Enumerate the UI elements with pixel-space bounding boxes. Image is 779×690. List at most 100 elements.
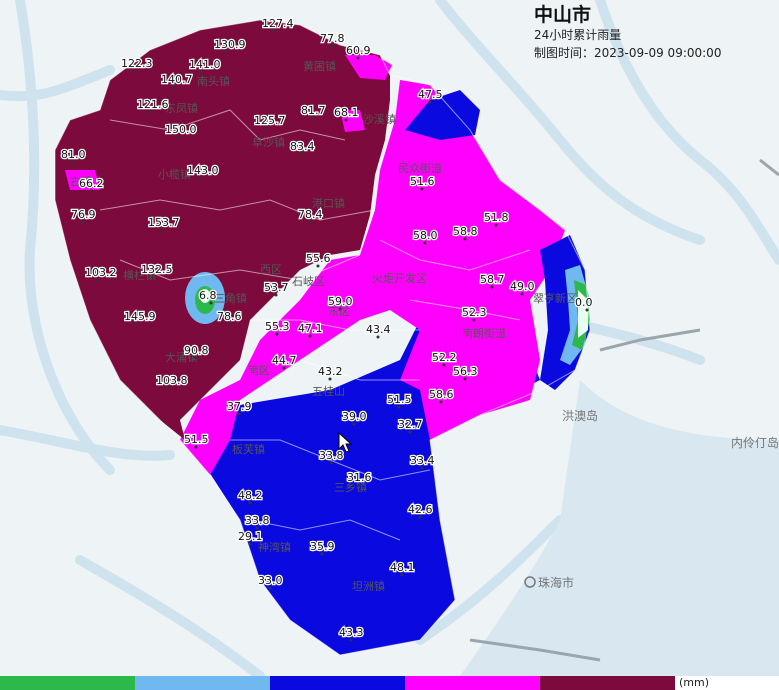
station-dot-icon [400,573,404,577]
station-value: 33.0 [258,574,283,587]
rain-station[interactable]: 43.4 [365,322,392,339]
rain-station[interactable]: 47.5 [417,87,444,104]
rain-station[interactable]: 6.8 [198,288,218,305]
rain-station[interactable]: 127.4 [261,16,295,33]
rain-station[interactable]: 47.1 [297,321,324,338]
rain-station[interactable]: 51.8 [483,210,510,227]
rain-station[interactable]: 49.0 [509,279,536,296]
rain-station[interactable]: 150.0 [164,122,198,139]
region-magenta-w [65,170,100,190]
station-value: 81.0 [61,148,86,161]
rain-station[interactable]: 58.8 [452,224,479,241]
rain-station[interactable]: 35.9 [309,539,336,556]
rain-station[interactable]: 37.9 [226,399,253,416]
mouse-cursor-icon [338,432,352,453]
rain-station[interactable]: 33.8 [318,448,345,465]
station-value: 48.1 [390,561,415,574]
station-value: 76.9 [71,208,96,221]
station-dot-icon [408,430,412,434]
rain-station[interactable]: 145.9 [123,309,157,326]
rain-station[interactable]: 83.4 [289,139,316,156]
rain-station[interactable]: 78.4 [297,207,324,224]
rain-station[interactable]: 121.6 [136,97,170,114]
station-value: 150.0 [165,123,197,136]
rain-station[interactable]: 51.5 [183,432,210,449]
station-value: 121.6 [137,98,169,111]
rain-station[interactable]: 143.0 [186,163,220,180]
rain-station[interactable]: 77.8 [319,31,346,48]
town-label: 横栏镇 [123,268,156,282]
rain-station[interactable]: 48.1 [389,560,416,577]
station-value: 43.4 [366,323,391,336]
station-dot-icon [134,322,138,326]
rain-station[interactable]: 141.0 [188,57,222,74]
rain-station[interactable]: 153.7 [147,215,181,232]
rain-station[interactable]: 81.0 [60,147,87,164]
rain-station[interactable]: 66.2 [78,176,105,193]
rain-station[interactable]: 56.3 [452,364,479,381]
station-dot-icon [171,85,175,89]
rain-station[interactable]: 59.0 [327,294,354,311]
rain-station[interactable]: 122.3 [120,56,154,73]
town-label: 翠亨新区 [533,291,577,305]
station-dot-icon [147,110,151,114]
rain-station[interactable]: 58.6 [428,387,455,404]
station-value: 42.6 [408,503,433,516]
station-value: 140.7 [161,73,193,86]
rain-station[interactable]: 76.9 [70,207,97,224]
rain-station[interactable]: 60.9 [345,43,372,60]
rain-station[interactable]: 132.5 [140,262,174,279]
rain-station[interactable]: 33.0 [257,573,284,590]
rain-station[interactable]: 29.1 [237,529,264,546]
rain-station[interactable]: 130.9 [213,37,247,54]
rain-station[interactable]: 39.0 [341,409,368,426]
station-dot-icon [194,356,198,360]
rain-station[interactable]: 44.7 [271,353,298,370]
station-dot-icon [349,638,353,642]
station-dot-icon [442,363,446,367]
station-value: 56.3 [453,365,478,378]
station-value: 81.7 [301,104,326,117]
station-value: 52.2 [432,351,457,364]
rain-station[interactable]: 125.7 [253,113,287,130]
town-label: 神湾镇 [258,540,291,554]
rain-station[interactable]: 31.6 [346,470,373,487]
rain-station[interactable]: 58.7 [479,272,506,289]
station-dot-icon [311,116,315,120]
rain-station[interactable]: 103.8 [155,373,189,390]
rain-station[interactable]: 33.4 [409,453,436,470]
rain-station[interactable]: 58.0 [412,228,439,245]
station-value: 51.8 [484,211,509,224]
rain-station[interactable]: 32.7 [397,417,424,434]
rain-station[interactable]: 103.2 [84,265,118,282]
rain-station[interactable]: 52.2 [431,350,458,367]
rain-station[interactable]: 68.1 [333,105,360,122]
station-dot-icon [248,542,252,546]
rain-station[interactable]: 51.6 [409,174,436,191]
station-value: 77.8 [320,32,345,45]
station-dot-icon [274,293,278,297]
town-label: 石岐区 [292,275,325,288]
rain-station[interactable]: 43.3 [338,625,365,642]
rain-station[interactable]: 0.0 [574,295,594,312]
station-dot-icon [268,586,272,590]
rain-station[interactable]: 55.6 [305,251,332,268]
rain-station[interactable]: 53.7 [263,280,290,297]
rain-station[interactable]: 55.3 [264,319,291,336]
rain-station[interactable]: 78.6 [216,309,243,326]
station-dot-icon [166,386,170,390]
rain-station[interactable]: 33.8 [244,513,271,530]
town-label: 板芙镇 [232,442,265,456]
rain-station[interactable]: 140.7 [160,72,194,89]
station-dot-icon [585,308,589,312]
roads [469,158,779,662]
station-dot-icon [463,237,467,241]
rain-station[interactable]: 51.5 [386,392,413,409]
rain-station[interactable]: 43.2 [317,364,344,381]
rain-station[interactable]: 42.6 [407,502,434,519]
rain-station[interactable]: 90.8 [183,343,210,360]
station-value: 47.5 [418,88,443,101]
rain-station[interactable]: 52.3 [461,305,488,322]
rain-station[interactable]: 48.2 [237,488,264,505]
rain-station[interactable]: 81.7 [300,103,327,120]
